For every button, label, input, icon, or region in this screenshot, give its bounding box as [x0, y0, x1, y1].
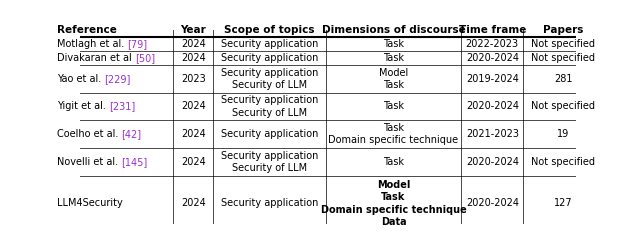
Text: Yao et al.: Yao et al. [57, 74, 104, 84]
Text: Task
Domain specific technique: Task Domain specific technique [328, 123, 458, 145]
Text: [231]: [231] [109, 102, 135, 111]
Text: 19: 19 [557, 129, 570, 139]
Text: Not specified: Not specified [531, 157, 595, 167]
Text: 127: 127 [554, 199, 573, 208]
Text: Security application: Security application [221, 129, 318, 139]
Text: Dimensions of discourse: Dimensions of discourse [322, 25, 465, 35]
Text: 281: 281 [554, 74, 572, 84]
Text: Task: Task [383, 53, 404, 63]
Text: 2024: 2024 [180, 199, 205, 208]
Text: Not specified: Not specified [531, 39, 595, 49]
Text: Task: Task [383, 39, 404, 49]
Text: Scope of topics: Scope of topics [224, 25, 315, 35]
Text: 2024: 2024 [180, 102, 205, 111]
Text: Security application: Security application [221, 53, 318, 63]
Text: [42]: [42] [121, 129, 141, 139]
Text: Security application: Security application [221, 39, 318, 49]
Text: 2020-2024: 2020-2024 [466, 157, 519, 167]
Text: 2022-2023: 2022-2023 [466, 39, 519, 49]
Text: Not specified: Not specified [531, 53, 595, 63]
Text: 2021-2023: 2021-2023 [466, 129, 519, 139]
Text: Model
Task: Model Task [379, 68, 408, 90]
Text: [50]: [50] [134, 53, 155, 63]
Text: Yigit et al.: Yigit et al. [57, 102, 109, 111]
Text: Divakaran et al: Divakaran et al [57, 53, 134, 63]
Text: [79]: [79] [127, 39, 147, 49]
Text: Task: Task [383, 157, 404, 167]
Text: 2024: 2024 [180, 39, 205, 49]
Text: 2020-2024: 2020-2024 [466, 102, 519, 111]
Text: LLM4Security: LLM4Security [57, 199, 122, 208]
Text: 2019-2024: 2019-2024 [466, 74, 519, 84]
Text: Motlagh et al.: Motlagh et al. [57, 39, 127, 49]
Text: Papers: Papers [543, 25, 584, 35]
Text: Security application: Security application [221, 199, 318, 208]
Text: 2020-2024: 2020-2024 [466, 199, 519, 208]
Text: 2024: 2024 [180, 129, 205, 139]
Text: Novelli et al.: Novelli et al. [57, 157, 121, 167]
Text: 2020-2024: 2020-2024 [466, 53, 519, 63]
Text: 2024: 2024 [180, 157, 205, 167]
Text: Coelho et al.: Coelho et al. [57, 129, 121, 139]
Text: Year: Year [180, 25, 206, 35]
Text: Task: Task [383, 102, 404, 111]
Text: Not specified: Not specified [531, 102, 595, 111]
Text: [145]: [145] [121, 157, 147, 167]
Text: Security application
Security of LLM: Security application Security of LLM [221, 95, 318, 118]
Text: 2024: 2024 [180, 53, 205, 63]
Text: Time frame: Time frame [459, 25, 526, 35]
Text: Reference: Reference [57, 25, 116, 35]
Text: Security application
Security of LLM: Security application Security of LLM [221, 68, 318, 90]
Text: 2023: 2023 [180, 74, 205, 84]
Text: Model
Task
Domain specific technique
Data: Model Task Domain specific technique Dat… [321, 180, 467, 227]
Text: Security application
Security of LLM: Security application Security of LLM [221, 151, 318, 173]
Text: [229]: [229] [104, 74, 131, 84]
